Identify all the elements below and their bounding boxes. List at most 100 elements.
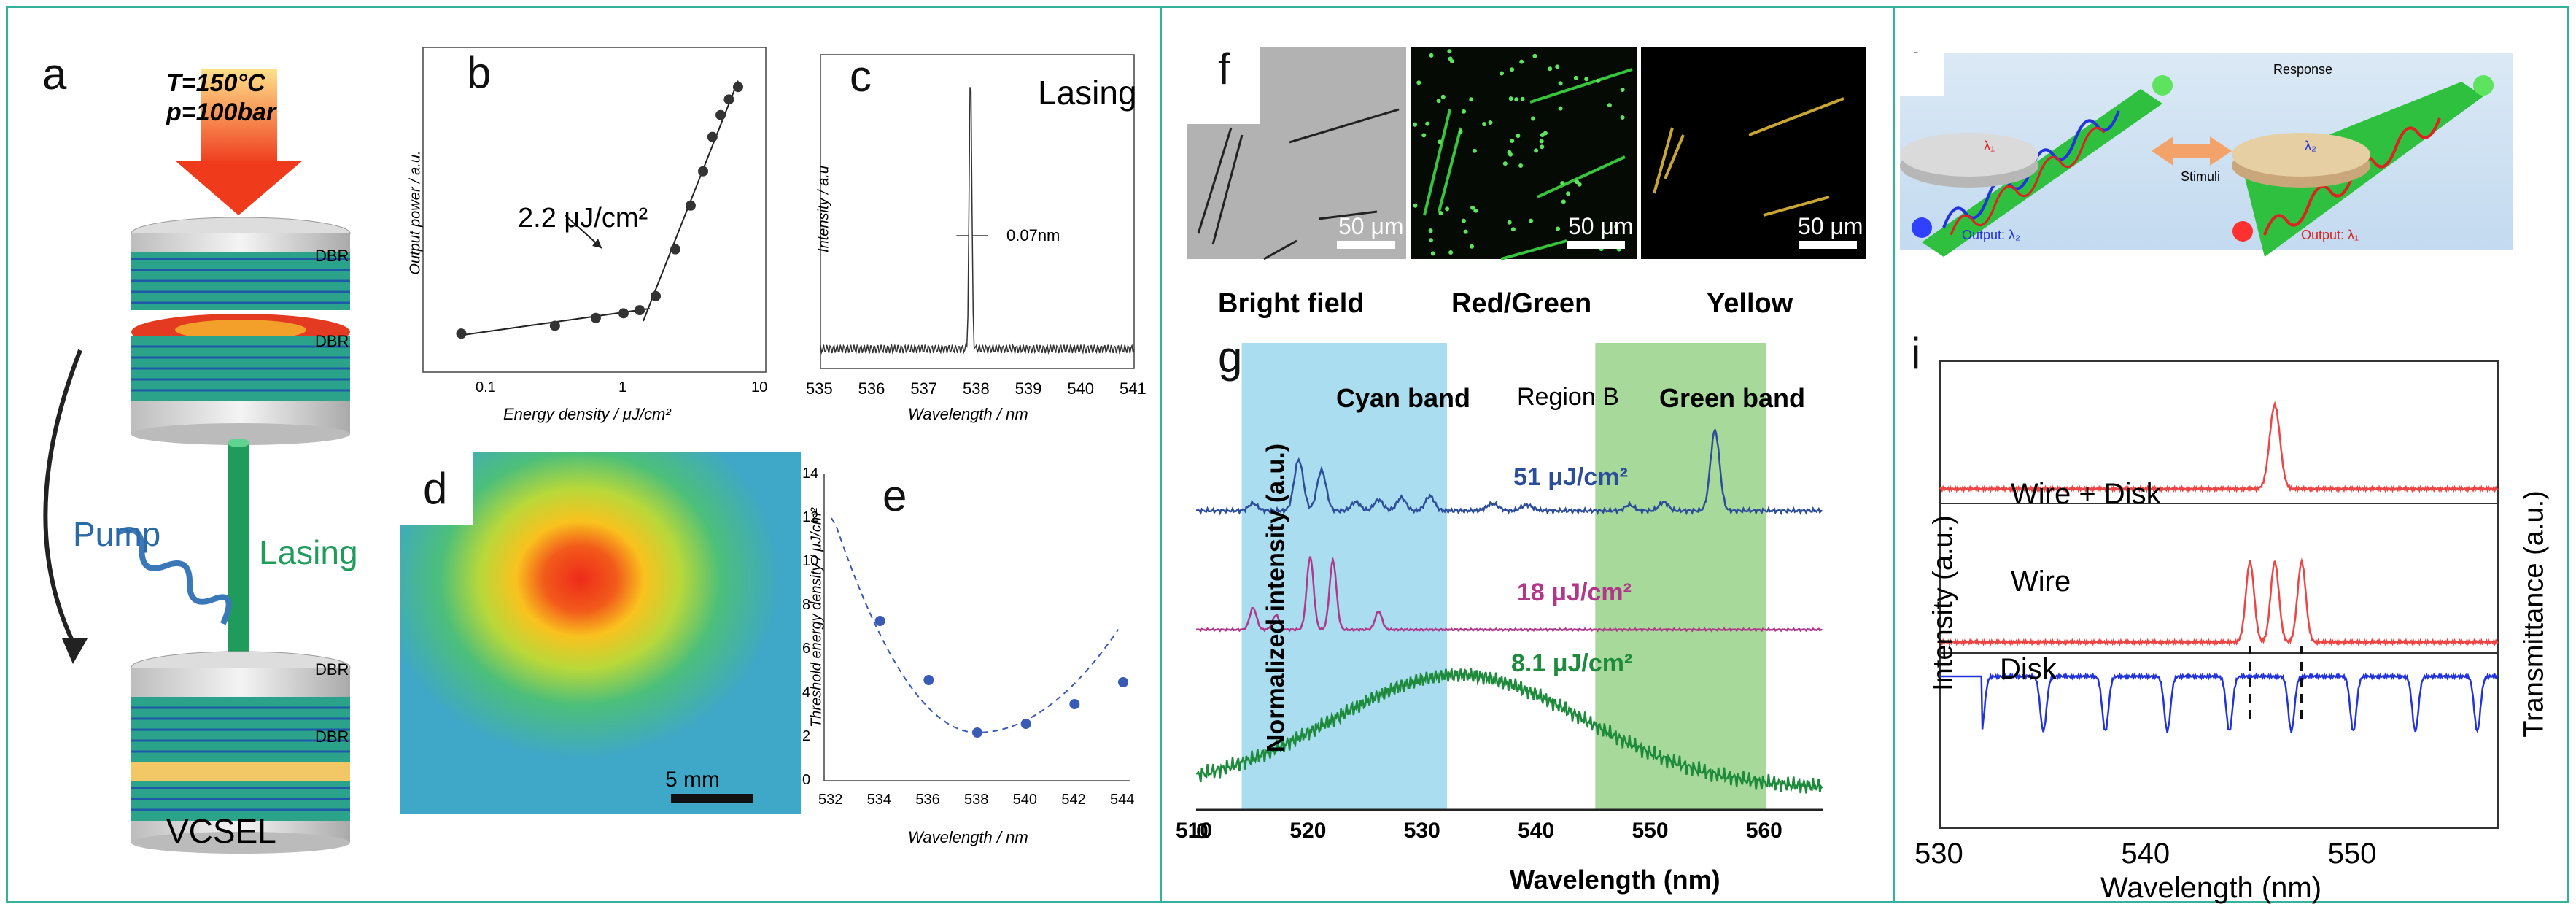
- fluorescent-dot: [1532, 53, 1537, 58]
- panel-b-xlabel: Energy density / μJ/cm²: [503, 405, 671, 423]
- data-point: [715, 109, 726, 120]
- panel-e-ytick-4: 4: [802, 684, 811, 700]
- data-point: [456, 328, 467, 339]
- fluorescent-dot: [1470, 205, 1475, 210]
- fluorescent-dot: [1620, 115, 1625, 120]
- fluorescent-dot: [1510, 67, 1515, 72]
- panel-a-pump: Pump: [73, 515, 161, 553]
- axes-frame: [1939, 360, 2499, 829]
- fluorescent-dot: [1458, 129, 1463, 134]
- annotation-arrowhead: [592, 239, 602, 248]
- panel-a-vcsel: VCSEL: [166, 812, 276, 850]
- fluorescent-dot: [1413, 122, 1418, 127]
- panel-e-xtick-534: 534: [866, 792, 892, 808]
- panel-c-xtick-541: 541: [1120, 379, 1147, 398]
- panel-i-series-3: Disk: [2000, 653, 2057, 685]
- panel-i-chart: [1939, 360, 2499, 829]
- panel-g-ylabel: Normalized intensity (a.u.): [1262, 443, 1290, 753]
- panel-a-illustration: [43, 69, 351, 854]
- panel-c-annotation: 0.07nm: [1006, 226, 1060, 244]
- panel-label-f: f: [1218, 45, 1230, 93]
- fluorescent-dot: [1502, 161, 1508, 166]
- panel-e-ytick-12: 12: [802, 509, 819, 525]
- fluorescent-dot: [1445, 206, 1450, 212]
- panel-e-ytick-6: 6: [802, 641, 811, 657]
- fluorescent-dot: [1461, 218, 1466, 223]
- fluorescent-dot: [1438, 211, 1443, 216]
- series-8: [1195, 668, 1823, 794]
- data-point: [670, 244, 681, 255]
- panel-label-c: c: [850, 52, 872, 101]
- panel-g-xtick-510: 510: [1176, 819, 1213, 843]
- fluorescent-dot: [1558, 81, 1563, 86]
- panel-i-ylabel-left: Intensity (a.u.): [1928, 515, 1959, 691]
- fluorescent-dot: [1510, 227, 1516, 232]
- panel-a-dbr3: DBR: [315, 660, 349, 679]
- fluorescent-dot: [1573, 75, 1578, 80]
- panel-b-xtick-2: 1: [618, 379, 627, 395]
- data-point: [1069, 699, 1080, 709]
- panel-h-stimuli: Stimuli: [2181, 169, 2221, 184]
- fluorescent-dot: [1514, 97, 1519, 102]
- chart-g-marks: [1195, 343, 1823, 811]
- green-band: [1595, 343, 1766, 810]
- panel-i-xlabel: Wavelength (nm): [2100, 872, 2322, 904]
- data-point: [590, 312, 601, 323]
- panel-g-band-3: Green band: [1659, 383, 1806, 413]
- fluorescent-dot: [1620, 88, 1625, 92]
- panel-a-dbr4: DBR: [315, 727, 349, 746]
- panel-a-temp: T=150°C: [166, 69, 265, 97]
- panel-h-out-left: Output: λ₂: [1962, 228, 2021, 242]
- panel-f-images: [1187, 47, 1866, 260]
- fluorescent-dot: [1508, 96, 1513, 101]
- panel-c-xtick-536: 536: [858, 379, 885, 398]
- fluorescent-dot: [1438, 139, 1443, 144]
- fluorescent-dot: [1555, 64, 1560, 69]
- panel-label-a: a: [42, 50, 67, 99]
- panel-b-annotation: 2.2 μJ/cm²: [518, 203, 648, 233]
- panel-e-xtick-542: 542: [1061, 792, 1086, 808]
- fluorescent-dot: [1556, 226, 1561, 231]
- panel-i-series-2: Wire: [2011, 565, 2071, 598]
- fluorescent-dot: [1518, 163, 1524, 168]
- fluorescent-dot: [1436, 99, 1441, 104]
- fluorescent-dot: [1472, 148, 1477, 153]
- panel-label-d: d: [423, 464, 448, 513]
- axes-frame: [820, 54, 1135, 369]
- fluorescent-dot: [1428, 228, 1433, 233]
- panel-e-ytick-10: 10: [802, 553, 819, 569]
- panel-e-ytick-14: 14: [802, 466, 819, 482]
- fluorescent-dot: [1488, 120, 1493, 125]
- fluorescent-dot: [1543, 131, 1548, 136]
- fluorescent-dot: [1507, 150, 1512, 155]
- panel-a-lasing: Lasing: [259, 533, 358, 571]
- fluorescent-dot: [1558, 106, 1563, 111]
- fluorescent-dot: [1560, 181, 1565, 186]
- fluorescent-dot: [1539, 139, 1544, 144]
- data-point: [685, 200, 696, 211]
- panel-i-xtick-550: 550: [2327, 838, 2377, 870]
- cyan-band: [1241, 343, 1447, 810]
- panel-g-xtick-530: 530: [1403, 819, 1440, 843]
- panel-i-xtick-540: 540: [2121, 838, 2170, 870]
- fluorescent-dot: [1529, 218, 1534, 223]
- fluorescent-dot: [1507, 220, 1512, 225]
- panel-c-chart: [820, 54, 1135, 369]
- panel-c-ylabel: Intensity / a.u: [815, 166, 832, 252]
- data-point: [549, 320, 560, 331]
- panel-d-heatmap: [400, 452, 801, 814]
- fluorescent-dot: [1548, 66, 1553, 72]
- fluorescent-dot: [1463, 229, 1468, 234]
- fluorescent-dot: [1500, 71, 1504, 76]
- fluorescent-dot: [1516, 134, 1521, 139]
- panel-c-xtick-538: 538: [963, 379, 990, 398]
- fluorescent-dot: [1473, 208, 1478, 213]
- panel-a-dbr1: DBR: [315, 247, 349, 265]
- panel-g-xtick-550: 550: [1632, 819, 1669, 843]
- data-point: [732, 82, 743, 93]
- panel-g-label-18: 18 μJ/cm²: [1517, 579, 1632, 606]
- panel-h-response: Response: [2273, 62, 2333, 77]
- panel-f-caption-3: Yellow: [1707, 288, 1793, 319]
- chart-b-marks: [422, 47, 767, 373]
- panel-c-xtick-540: 540: [1067, 379, 1095, 398]
